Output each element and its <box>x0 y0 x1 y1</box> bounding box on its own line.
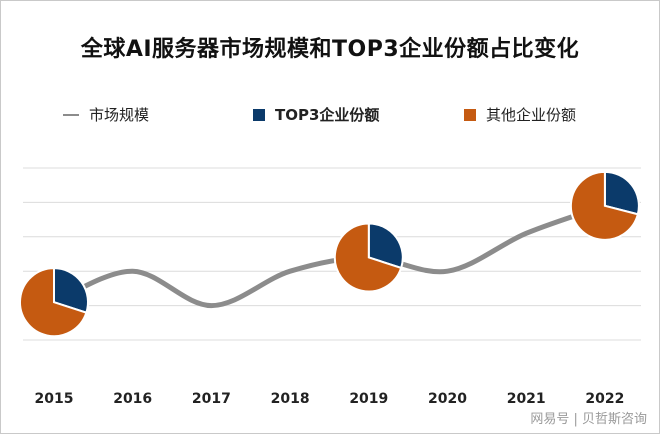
pie-slice-others-2019 <box>333 222 403 293</box>
x-tick-label: 2015 <box>35 391 74 407</box>
x-tick-label: 2016 <box>113 391 152 407</box>
pie-slice-others-2022 <box>569 170 640 241</box>
chart-title: 全球AI服务器市场规模和TOP3企业份额占比变化 <box>80 37 580 62</box>
legend-item-top3: TOP3企业份额 <box>253 104 379 125</box>
pie-slice-top3-2015 <box>53 267 89 314</box>
series-line-market-size <box>51 203 608 309</box>
legend-label: TOP3企业份额 <box>275 106 380 124</box>
legend-swatch <box>464 108 476 121</box>
x-tick-label: 2021 <box>507 391 546 407</box>
pie-slice-top3-2022 <box>603 170 640 216</box>
pie-slice-others-2015 <box>19 267 88 338</box>
x-tick-label: 2017 <box>192 391 231 407</box>
legend-swatch <box>253 108 265 121</box>
legend-line-swatch <box>63 113 79 116</box>
pie-slice-top3-2019 <box>367 222 404 270</box>
x-tick-label: 2019 <box>349 391 388 407</box>
legend-label: 市场规模 <box>89 106 150 124</box>
watermark: 网易号 | 贝哲斯咨询 <box>530 412 647 427</box>
x-tick-label: 2018 <box>271 391 310 407</box>
legend-item-others: 其他企业份额 <box>464 104 576 125</box>
legend-item-market-size: 市场规模 <box>63 104 149 125</box>
x-tick-label: 2022 <box>585 391 624 407</box>
x-tick-label: 2020 <box>428 391 467 407</box>
legend-label: 其他企业份额 <box>486 106 577 124</box>
